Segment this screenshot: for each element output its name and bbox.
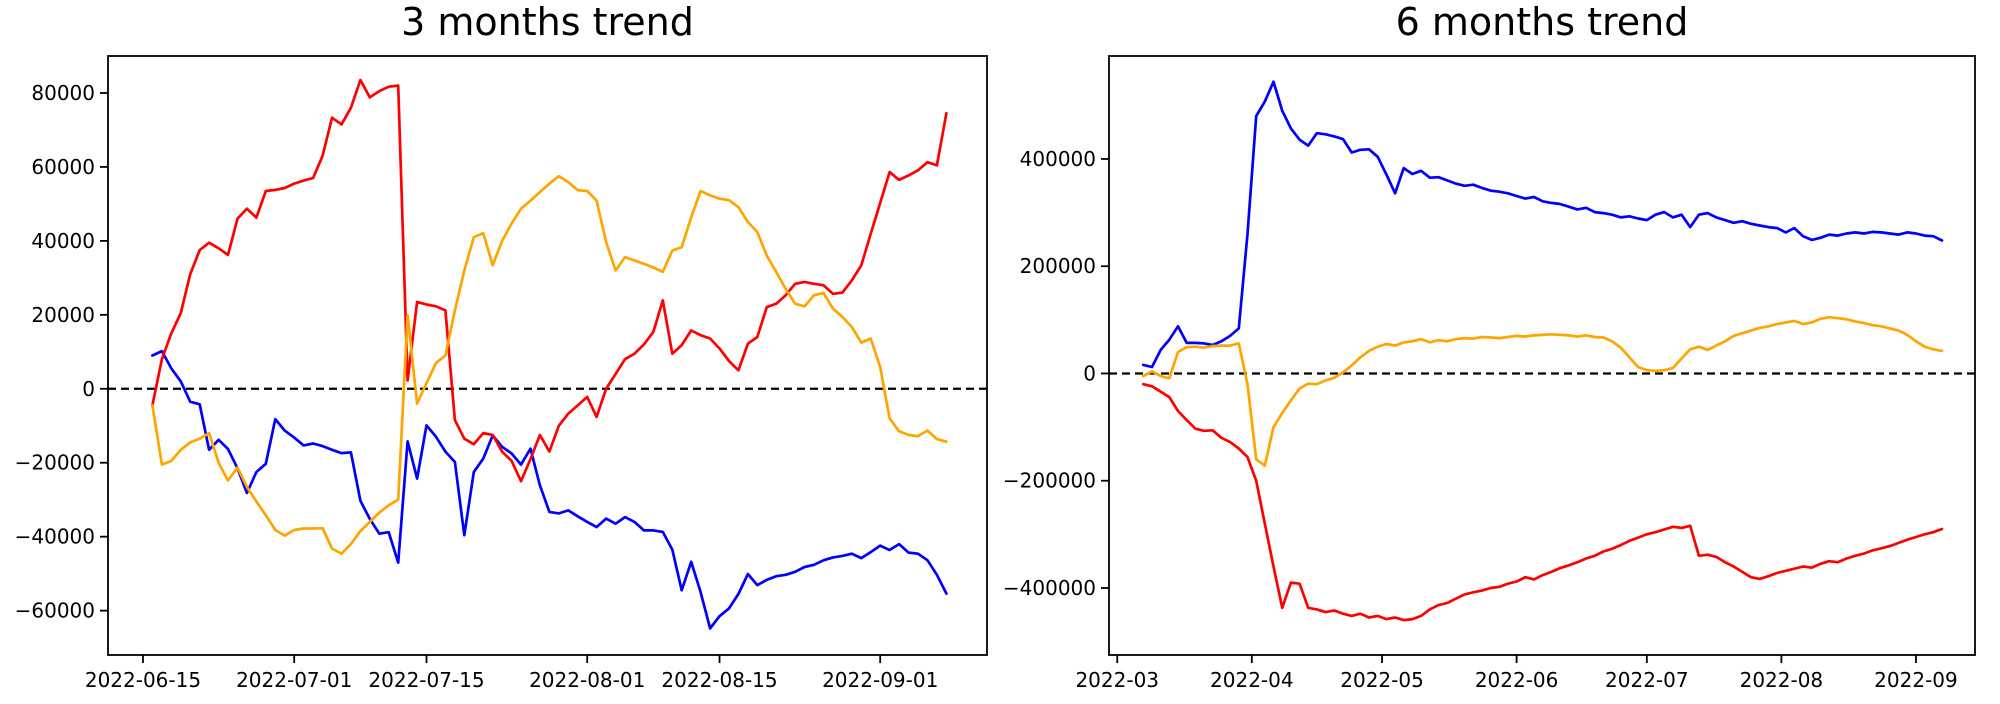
y-tick-label: 80000 <box>31 81 95 105</box>
y-tick-label: 0 <box>82 377 95 401</box>
y-tick-label: 40000 <box>31 229 95 253</box>
y-tick-label: 60000 <box>31 155 95 179</box>
series-line-blue-1 <box>1141 80 1944 369</box>
plot-border-0 <box>107 55 988 656</box>
x-tick-label: 2022-09 <box>1874 668 1958 692</box>
x-tick-label: 2022-06-15 <box>85 668 201 692</box>
plot-border-1 <box>1108 55 1976 656</box>
series-line-orange-1 <box>1141 315 1944 468</box>
series-line-red-0 <box>151 78 948 483</box>
y-tick-label: −20000 <box>15 451 95 475</box>
x-tick-label: 2022-08 <box>1740 668 1824 692</box>
x-tick-label: 2022-07-15 <box>368 668 484 692</box>
y-tick-label: 20000 <box>31 303 95 327</box>
chart-title-3-months-trend: 3 months trend <box>401 0 694 44</box>
x-tick-label: 2022-09-01 <box>822 668 938 692</box>
y-tick-label: −60000 <box>15 599 95 623</box>
x-tick-label: 2022-07-01 <box>236 668 352 692</box>
y-tick-label: 200000 <box>1020 254 1096 278</box>
x-tick-label: 2022-03 <box>1075 668 1159 692</box>
series-line-blue-0 <box>151 349 948 630</box>
series-line-orange-0 <box>151 174 948 556</box>
x-tick-label: 2022-07 <box>1605 668 1689 692</box>
y-tick-label: 0 <box>1083 361 1096 385</box>
y-tick-label: 400000 <box>1020 147 1096 171</box>
series-line-red-1 <box>1141 382 1944 622</box>
y-tick-label: −400000 <box>1003 576 1096 600</box>
x-tick-label: 2022-04 <box>1210 668 1294 692</box>
y-tick-label: −40000 <box>15 525 95 549</box>
chart-title-6-months-trend: 6 months trend <box>1395 0 1689 44</box>
x-tick-label: 2022-08-01 <box>529 668 645 692</box>
y-tick-label: −200000 <box>1003 469 1096 493</box>
x-tick-label: 2022-08-15 <box>661 668 777 692</box>
x-tick-label: 2022-06 <box>1475 668 1559 692</box>
x-tick-label: 2022-05 <box>1340 668 1424 692</box>
